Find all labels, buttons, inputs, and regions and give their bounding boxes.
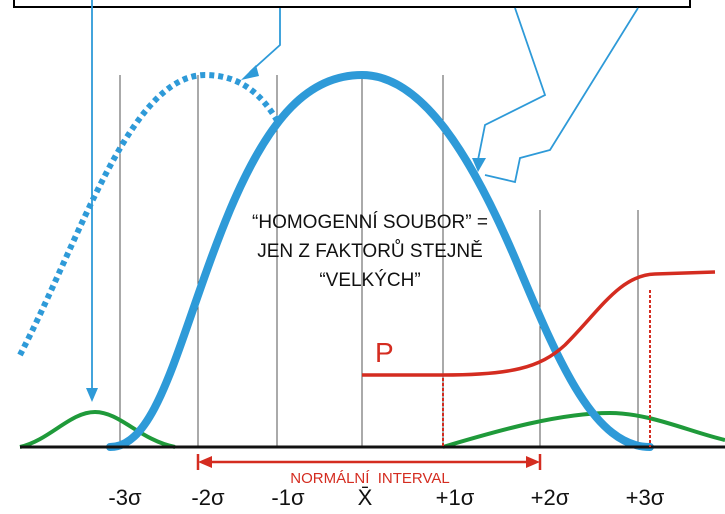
top-box [13,0,691,8]
bell-curve [106,70,654,451]
axis-label: +2σ [531,485,570,510]
arrow-head [198,456,212,468]
axis-label: -1σ [271,485,305,510]
arrow-head [526,456,540,468]
axis-label: X̄ [358,485,373,510]
caption: “HOMOGENNÍ SOUBOR” = JEN Z FAKTORŮ STEJN… [252,212,488,291]
p-curve [362,270,716,377]
p-dotted-lines [442,290,651,447]
caption-line: JEN Z FAKTORŮ STEJNĚ [257,240,483,262]
left-distribution [19,409,176,449]
caption-line: “VELKÝCH” [319,270,420,291]
axis-label: +3σ [626,485,665,510]
right-distribution [442,410,725,449]
interval-label: NORMÁLNÍ INTERVAL [290,470,449,487]
axis-labels: -3σ -2σ -1σ X̄ +1σ +2σ +3σ [108,485,664,510]
arrow-heads [86,65,486,402]
curve-label: P [375,337,394,368]
axis-label: +1σ [436,485,475,510]
shifted-curve [17,71,281,357]
axis-label: -3σ [108,485,142,510]
caption-line: “HOMOGENNÍ SOUBOR” = [252,212,488,233]
axis-label: -2σ [191,485,225,510]
